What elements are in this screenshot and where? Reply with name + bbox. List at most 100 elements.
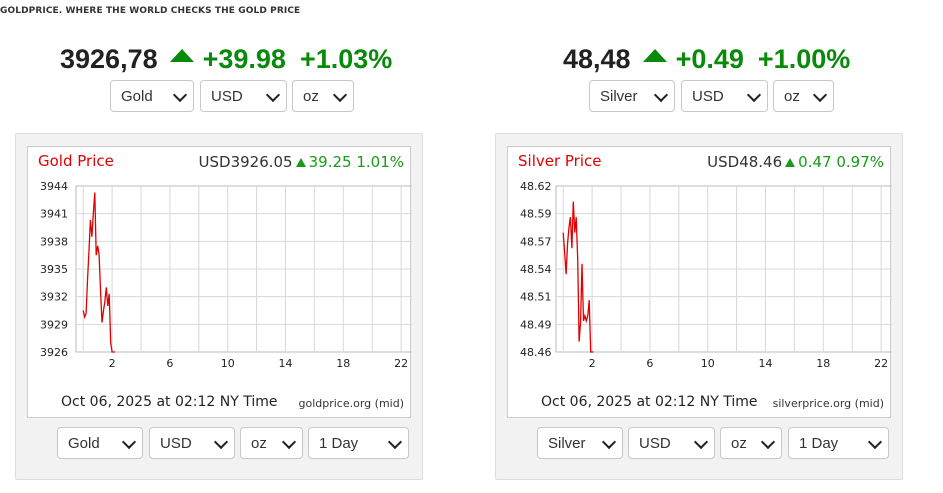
select-value: Gold: [68, 434, 100, 452]
silver-bottom-currency-select[interactable]: USD: [628, 427, 715, 459]
select-value: Silver: [600, 87, 638, 105]
silver-range-select[interactable]: 1 Day: [788, 427, 889, 459]
up-arrow-icon: [642, 49, 667, 62]
x-tick-label: 2: [589, 357, 596, 370]
silver-quote-percent: 0.97%: [836, 153, 884, 171]
select-value: USD: [692, 87, 724, 105]
chevron-down-icon: [812, 87, 828, 103]
chevron-down-icon: [746, 87, 762, 103]
gold-chart-title: Gold Price: [38, 152, 114, 170]
select-value: oz: [251, 434, 267, 452]
silver-chart-plot: 48.62 48.59 48.57 48.54 48.51 48.49 48.46 2 6 10 1…: [520, 180, 892, 370]
x-tick-label: 22: [874, 357, 888, 370]
up-triangle-icon: [295, 158, 306, 167]
y-tick-label: 3935: [40, 263, 68, 276]
gold-metal-select[interactable]: Gold: [110, 80, 194, 112]
select-value: 1 Day: [319, 434, 359, 452]
gold-ticker-price: 3926,78: [60, 44, 158, 74]
chevron-down-icon: [332, 87, 348, 103]
silver-ticker: 48,48 +0.49 +1.00%: [563, 44, 850, 75]
y-tick-label: 48.51: [520, 291, 552, 304]
y-tick-label: 48.57: [520, 235, 552, 248]
silver-chart-source: silverprice.org (mid): [772, 397, 884, 410]
chevron-down-icon: [265, 87, 281, 103]
gold-bottom-metal-select[interactable]: Gold: [57, 427, 143, 459]
gold-chart-source: goldprice.org (mid): [298, 397, 405, 410]
x-tick-label: 22: [394, 357, 408, 370]
select-value: Silver: [548, 434, 586, 452]
chevron-down-icon: [121, 434, 137, 450]
y-tick-label: 3941: [40, 208, 68, 221]
silver-quote-change: 0.47: [798, 153, 832, 171]
price-series-line: [82, 192, 115, 353]
silver-ticker-change: +0.49: [675, 44, 744, 74]
gold-chart-date: Oct 06, 2025 at 02:12 NY Time: [61, 394, 278, 410]
silver-chart: 48.62 48.59 48.57 48.54 48.51 48.49 48.46 2 6 10 1…: [507, 146, 892, 418]
silver-metal-select[interactable]: Silver: [589, 80, 675, 112]
silver-chart-title: Silver Price: [518, 152, 602, 170]
y-tick-label: 3929: [40, 318, 68, 331]
y-tick-label: 48.49: [520, 318, 552, 331]
x-tick-label: 18: [816, 357, 830, 370]
y-tick-label: 48.46: [520, 346, 552, 359]
gold-ticker: 3926,78 +39.98 +1.03%: [60, 44, 392, 75]
silver-chart-panel: 48.62 48.59 48.57 48.54 48.51 48.49 48.46 2 6 10 1…: [495, 133, 903, 480]
gold-ticker-percent: +1.03%: [299, 44, 393, 74]
x-tick-label: 6: [166, 357, 173, 370]
chevron-down-icon: [760, 434, 776, 450]
gold-unit-select[interactable]: oz: [292, 80, 354, 112]
x-tick-label: 14: [279, 357, 293, 370]
y-tick-label: 48.59: [520, 208, 552, 221]
silver-currency-select[interactable]: USD: [681, 80, 768, 112]
y-tick-label: 3938: [40, 235, 68, 248]
silver-chart-date: Oct 06, 2025 at 02:12 NY Time: [541, 394, 758, 410]
chevron-down-icon: [281, 434, 297, 450]
silver-unit-select[interactable]: oz: [773, 80, 834, 112]
chevron-down-icon: [867, 434, 883, 450]
gold-quote-price: USD3926.05: [198, 153, 293, 171]
up-triangle-icon: [785, 158, 796, 167]
y-tick-label: 3944: [40, 180, 68, 193]
y-tick-label: 3926: [40, 346, 68, 359]
chevron-down-icon: [172, 87, 188, 103]
x-tick-label: 6: [646, 357, 653, 370]
select-value: oz: [731, 434, 747, 452]
gold-chart: 39443941393839353932392939262610141822oz…: [27, 146, 412, 418]
select-value: oz: [303, 87, 319, 105]
gold-chart-quote: USD3926.05 39.25 1.01%: [199, 153, 404, 171]
gold-chart-panel: 3944 3941 3938 3935 3932 3929 3926 2 6 10 14 18 22 oz…: [15, 133, 423, 480]
silver-bottom-metal-select[interactable]: Silver: [537, 427, 623, 459]
select-value: USD: [639, 434, 671, 452]
gold-range-select[interactable]: 1 Day: [308, 427, 409, 459]
silver-chart-quote: USD48.46 0.47 0.97%: [707, 153, 884, 171]
x-tick-label: 10: [701, 357, 715, 370]
silver-ticker-price: 48,48: [563, 44, 631, 74]
gold-bottom-unit-select[interactable]: oz: [240, 427, 303, 459]
select-value: oz: [784, 87, 800, 105]
x-tick-label: 10: [221, 357, 235, 370]
chevron-down-icon: [601, 434, 617, 450]
gold-ticker-change: +39.98: [202, 44, 286, 74]
x-tick-label: 14: [759, 357, 773, 370]
price-series-line: [562, 201, 594, 353]
gold-currency-select[interactable]: USD: [200, 80, 287, 112]
y-tick-label: 48.54: [520, 263, 552, 276]
select-value: USD: [211, 87, 243, 105]
gold-bottom-currency-select[interactable]: USD: [149, 427, 235, 459]
gold-quote-change: 39.25: [308, 153, 352, 171]
site-title: GOLDPRICE. WHERE THE WORLD CHECKS THE GO…: [0, 6, 301, 16]
chevron-down-icon: [213, 434, 229, 450]
gold-quote-percent: 1.01%: [356, 153, 404, 171]
x-tick-label: 18: [336, 357, 350, 370]
y-tick-label: 48.62: [520, 180, 552, 193]
silver-bottom-unit-select[interactable]: oz: [720, 427, 782, 459]
chevron-down-icon: [693, 434, 709, 450]
select-value: USD: [160, 434, 192, 452]
silver-quote-price: USD48.46: [707, 153, 783, 171]
select-value: 1 Day: [799, 434, 839, 452]
chevron-down-icon: [653, 87, 669, 103]
up-arrow-icon: [169, 49, 194, 62]
gold-chart-plot: 39443941393839353932392939262610141822oz: [40, 180, 412, 370]
select-value: Gold: [121, 87, 153, 105]
x-tick-label: 2: [109, 357, 116, 370]
